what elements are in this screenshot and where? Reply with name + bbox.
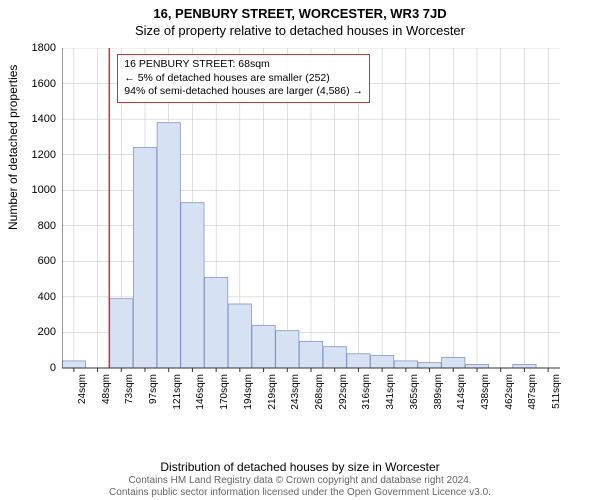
x-tick-label: 97sqm	[148, 374, 159, 404]
histogram-bar	[205, 277, 228, 368]
x-tick-label: 170sqm	[219, 374, 230, 410]
y-tick-label: 600	[38, 255, 56, 267]
page-subtitle: Size of property relative to detached ho…	[0, 21, 600, 38]
annotation-line-3: 94% of semi-detached houses are larger (…	[124, 85, 363, 99]
y-tick-label: 1000	[32, 184, 56, 196]
annotation-box: 16 PENBURY STREET: 68sqm ← 5% of detache…	[117, 54, 370, 103]
histogram-bar	[442, 357, 465, 368]
histogram-bar	[228, 304, 251, 368]
annotation-line-2: ← 5% of detached houses are smaller (252…	[124, 72, 363, 86]
histogram-bar	[299, 341, 322, 368]
y-tick-label: 800	[38, 220, 56, 232]
x-tick-label: 73sqm	[124, 374, 135, 404]
x-tick-label: 292sqm	[338, 374, 349, 410]
x-tick-label: 511sqm	[551, 374, 562, 409]
x-tick-label: 462sqm	[504, 374, 515, 410]
histogram-bar	[110, 299, 133, 368]
y-tick-label: 200	[38, 326, 56, 338]
page-title: 16, PENBURY STREET, WORCESTER, WR3 7JD	[0, 0, 600, 21]
chart-area: 020040060080010001200140016001800 24sqm4…	[62, 48, 560, 408]
footnote: Contains HM Land Registry data © Crown c…	[0, 475, 600, 498]
x-tick-label: 341sqm	[385, 374, 396, 410]
histogram-bar	[418, 363, 441, 368]
y-tick-label: 1600	[32, 78, 56, 90]
histogram-bar	[133, 148, 156, 368]
x-tick-label: 316sqm	[361, 374, 372, 410]
annotation-line-1: 16 PENBURY STREET: 68sqm	[124, 58, 363, 72]
y-tick-label: 0	[50, 362, 56, 374]
y-axis-label: Number of detached properties	[6, 65, 20, 230]
histogram-bar	[323, 347, 346, 368]
x-tick-label: 146sqm	[195, 374, 206, 410]
y-tick-label: 1400	[32, 113, 56, 125]
x-tick-label: 487sqm	[527, 374, 538, 410]
chart-container: 16, PENBURY STREET, WORCESTER, WR3 7JD S…	[0, 0, 600, 500]
x-tick-label: 219sqm	[267, 374, 278, 410]
histogram-bar	[62, 361, 85, 368]
histogram-bar	[465, 364, 488, 368]
x-tick-label: 365sqm	[409, 374, 420, 410]
x-axis-label: Distribution of detached houses by size …	[0, 460, 600, 474]
x-tick-label: 48sqm	[101, 374, 112, 404]
x-tick-label: 194sqm	[243, 374, 254, 410]
histogram-bar	[347, 354, 370, 368]
y-tick-label: 400	[38, 291, 56, 303]
x-tick-label: 24sqm	[77, 374, 88, 404]
x-tick-label: 414sqm	[456, 374, 467, 410]
x-tick-label: 438sqm	[480, 374, 491, 410]
x-tick-label: 121sqm	[172, 374, 183, 410]
y-tick-label: 1200	[32, 149, 56, 161]
y-tick-label: 1800	[32, 42, 56, 54]
histogram-bar	[394, 361, 417, 368]
histogram-bar	[181, 203, 204, 368]
histogram-bar	[371, 356, 394, 368]
histogram-bar	[157, 123, 180, 368]
x-tick-label: 243sqm	[290, 374, 301, 410]
footnote-line-2: Contains public sector information licen…	[0, 487, 600, 499]
histogram-bar	[513, 364, 536, 368]
histogram-bar	[276, 331, 299, 368]
x-tick-label: 268sqm	[314, 374, 325, 410]
footnote-line-1: Contains HM Land Registry data © Crown c…	[0, 475, 600, 487]
x-tick-label: 389sqm	[433, 374, 444, 410]
histogram-bar	[252, 325, 275, 368]
